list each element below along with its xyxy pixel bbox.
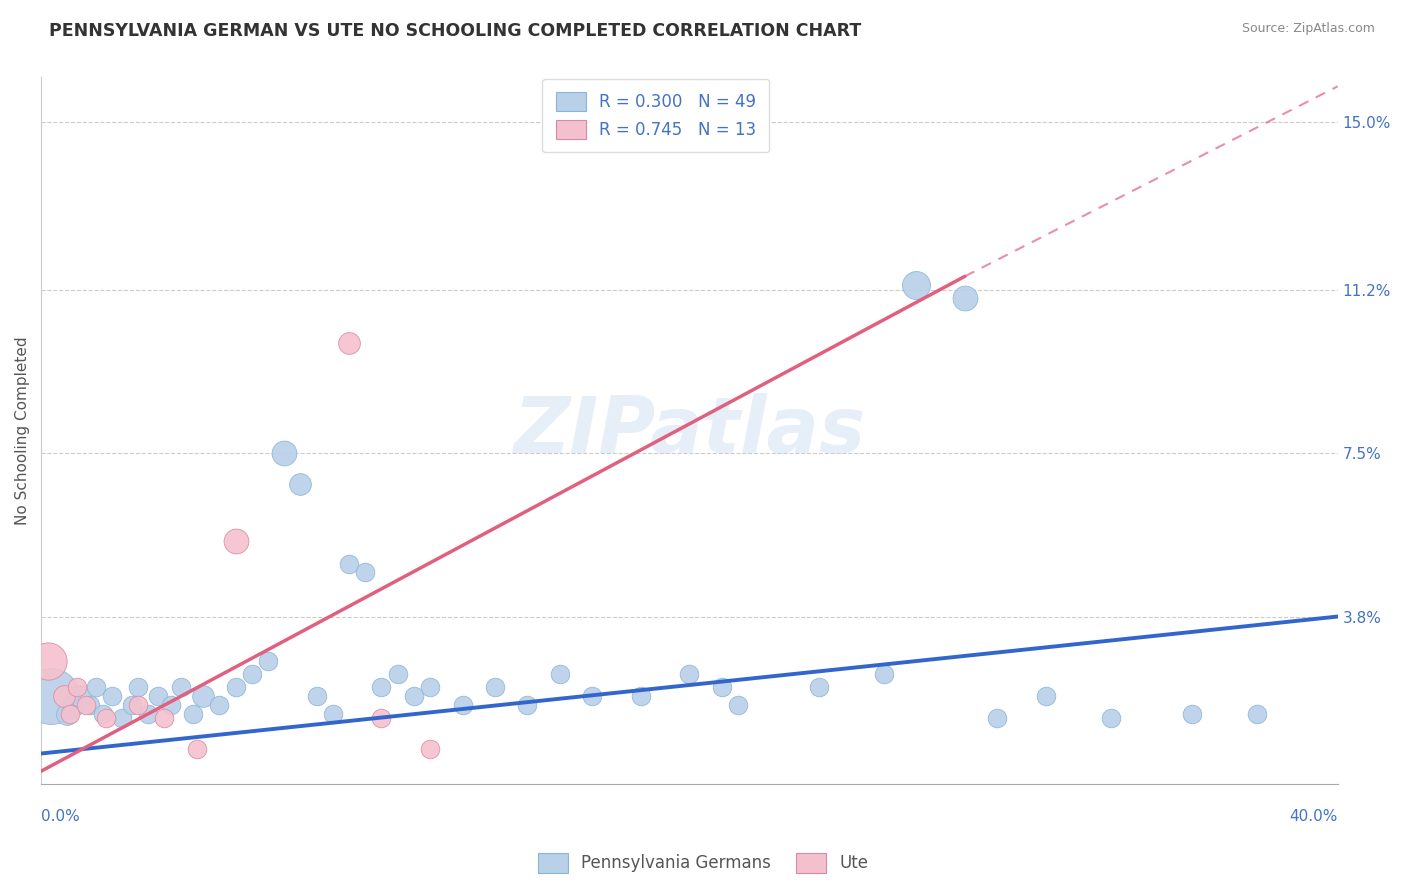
Point: [193, 689, 215, 703]
Point: [225, 534, 247, 549]
Text: PENNSYLVANIA GERMAN VS UTE NO SCHOOLING COMPLETED CORRELATION CHART: PENNSYLVANIA GERMAN VS UTE NO SCHOOLING …: [49, 22, 862, 40]
Point: [240, 667, 263, 681]
Point: [354, 566, 377, 580]
Point: [111, 711, 134, 725]
Point: [484, 680, 506, 694]
Point: [1246, 706, 1268, 721]
Point: [548, 667, 571, 681]
Point: [257, 654, 280, 668]
Point: [370, 711, 392, 725]
Point: [69, 689, 91, 703]
Point: [186, 742, 208, 756]
Point: [94, 711, 117, 725]
Point: [986, 711, 1008, 725]
Point: [905, 278, 928, 293]
Point: [52, 689, 75, 703]
Point: [808, 680, 831, 694]
Point: [37, 654, 59, 668]
Point: [146, 689, 169, 703]
Point: [630, 689, 652, 703]
Point: [516, 698, 538, 712]
Point: [305, 689, 328, 703]
Point: [387, 667, 409, 681]
Point: [419, 742, 441, 756]
Point: [66, 680, 89, 694]
Legend: R = 0.300   N = 49, R = 0.745   N = 13: R = 0.300 N = 49, R = 0.745 N = 13: [543, 78, 769, 153]
Point: [127, 698, 149, 712]
Point: [56, 706, 79, 721]
Text: 0.0%: 0.0%: [41, 809, 80, 824]
Point: [419, 680, 441, 694]
Point: [337, 335, 360, 350]
Point: [153, 711, 176, 725]
Point: [1035, 689, 1057, 703]
Y-axis label: No Schooling Completed: No Schooling Completed: [15, 336, 30, 525]
Point: [208, 698, 231, 712]
Point: [1099, 711, 1122, 725]
Point: [451, 698, 474, 712]
Point: [322, 706, 344, 721]
Legend: Pennsylvania Germans, Ute: Pennsylvania Germans, Ute: [531, 847, 875, 880]
Point: [337, 557, 360, 571]
Point: [101, 689, 124, 703]
Point: [136, 706, 159, 721]
Point: [91, 706, 114, 721]
Text: ZIPatlas: ZIPatlas: [513, 393, 866, 469]
Point: [290, 477, 312, 491]
Point: [79, 698, 101, 712]
Point: [710, 680, 733, 694]
Point: [873, 667, 896, 681]
Point: [953, 292, 976, 306]
Point: [76, 698, 98, 712]
Point: [127, 680, 149, 694]
Point: [169, 680, 191, 694]
Point: [59, 706, 82, 721]
Point: [62, 698, 84, 712]
Point: [1181, 706, 1204, 721]
Point: [370, 680, 392, 694]
Point: [678, 667, 700, 681]
Text: Source: ZipAtlas.com: Source: ZipAtlas.com: [1241, 22, 1375, 36]
Point: [727, 698, 749, 712]
Point: [273, 446, 295, 460]
Point: [39, 689, 62, 703]
Point: [159, 698, 181, 712]
Point: [225, 680, 247, 694]
Point: [84, 680, 107, 694]
Text: 40.0%: 40.0%: [1289, 809, 1337, 824]
Point: [581, 689, 603, 703]
Point: [402, 689, 425, 703]
Point: [121, 698, 143, 712]
Point: [183, 706, 205, 721]
